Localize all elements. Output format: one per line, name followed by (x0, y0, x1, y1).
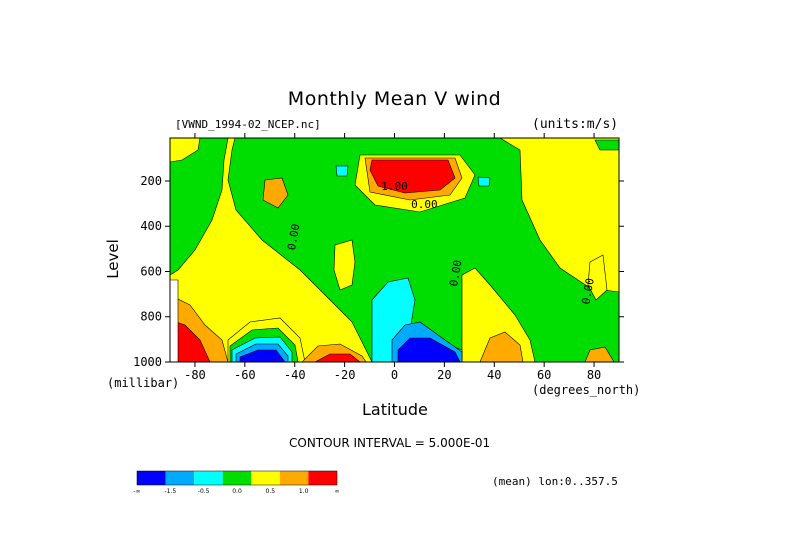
contour-label: 0.00 (579, 277, 596, 305)
region-south-upper (170, 138, 229, 276)
region-blue-north (397, 337, 461, 362)
chart-title: Monthly Mean V wind (287, 88, 502, 110)
contour-label: 0.00 (285, 223, 302, 251)
x-tick-label: 0 (391, 368, 398, 382)
y-tick-label: 1000 (133, 355, 162, 369)
region-southpole-yellow (170, 138, 201, 163)
region-north-positive (445, 138, 619, 293)
legend-label: -1.5 (164, 488, 176, 495)
x-tick-label: 60 (537, 368, 551, 382)
region-upper-max (369, 159, 456, 194)
region-north-yellow-2 (587, 254, 608, 301)
region-orange-north-2 (584, 346, 615, 362)
x-tick-label: -40 (284, 368, 306, 382)
x-tick-label: 80 (587, 368, 601, 382)
axes: -80 -60 -40 -20 0 20 40 60 80 200 400 600 800 1000 (133, 133, 624, 382)
contour-label: 1.00 (381, 180, 408, 193)
y-tick-label: 400 (140, 219, 162, 233)
legend-swatch (194, 471, 223, 485)
legend-swatch (137, 471, 166, 485)
legend-label: -0.5 (198, 488, 210, 495)
x-tick-label: 20 (437, 368, 451, 382)
legend-swatch (222, 471, 252, 485)
x-axis-label: Latitude (362, 400, 428, 419)
contour-interval-label: CONTOUR INTERVAL = 5.000E-01 (289, 436, 491, 450)
region-red-south (314, 353, 361, 362)
legend-swatch (279, 471, 309, 485)
contour-label: 0.00 (411, 198, 438, 211)
legend-swatch (165, 471, 195, 485)
x-axis-unit: (degrees_north) (532, 383, 641, 397)
x-tick-label: -20 (334, 368, 356, 382)
x-tick-label: 40 (487, 368, 501, 382)
legend-frame (136, 470, 338, 486)
region-cyan-small (335, 165, 349, 177)
legend-label: 0.5 (266, 488, 276, 495)
dataset-label: [VWND_1994-02_NCEP.nc] (175, 118, 321, 131)
region-blue-south (239, 349, 286, 362)
y-axis-unit: (millibar) (107, 376, 180, 390)
color-legend: -∞ -1.5 -0.5 0.0 0.5 1.0 ∞ (133, 470, 340, 495)
region-red-pole (170, 319, 211, 362)
units-label: (units:m/s) (532, 117, 619, 132)
contour-labels: 1.000.000.000.000.00 (285, 180, 597, 305)
region-orange-north (479, 331, 524, 362)
x-tick-label: -60 (234, 368, 256, 382)
mean-longitude-label: (mean) lon:0..357.5 (492, 475, 618, 488)
contour-field (170, 138, 619, 362)
region-yellow-blob (333, 239, 356, 291)
legend-label: 0.0 (232, 488, 242, 495)
y-tick-label: 800 (140, 310, 162, 324)
region-cyan-small-2 (477, 176, 491, 187)
region-missing (170, 279, 179, 362)
contour-label: 0.00 (447, 259, 464, 287)
legend-label: 1.0 (299, 488, 309, 495)
legend-swatch (251, 471, 280, 485)
legend-label: -∞ (133, 488, 140, 495)
y-tick-label: 200 (140, 174, 162, 188)
legend-swatch (308, 471, 337, 485)
x-tick-label: -80 (184, 368, 206, 382)
region-orange-blob (262, 177, 289, 209)
legend-label: ∞ (335, 488, 340, 495)
region-north-yellow (461, 267, 536, 362)
y-tick-label: 600 (140, 264, 162, 278)
region-north-green (594, 139, 619, 151)
